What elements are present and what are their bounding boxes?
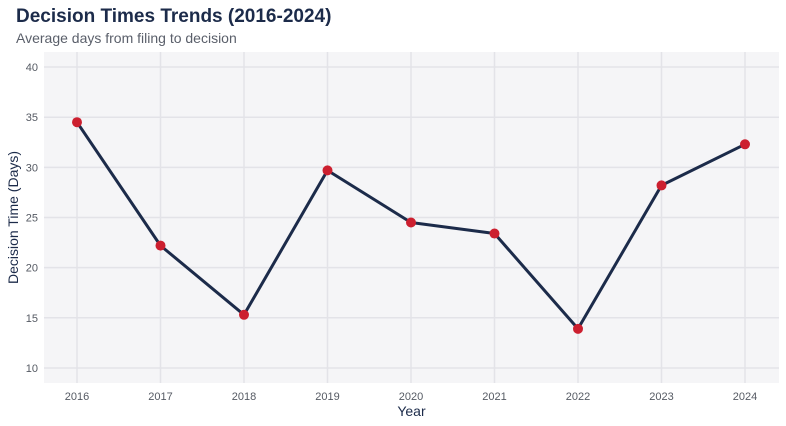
data-point (656, 180, 667, 191)
data-point (322, 165, 333, 176)
data-point (155, 240, 166, 251)
x-tick-label: 2018 (232, 391, 256, 403)
chart-subtitle: Average days from filing to decision (16, 30, 237, 46)
x-tick-label: 2016 (65, 391, 89, 403)
x-tick-label: 2024 (733, 391, 757, 403)
data-points (72, 117, 750, 334)
y-tick-label: 40 (26, 62, 38, 74)
x-tick-labels: 2016 2017 2018 2019 2020 2021 2022 2023 2024 (65, 391, 757, 403)
gridlines (44, 52, 779, 383)
data-point (489, 228, 500, 239)
x-tick-label: 2017 (148, 391, 172, 403)
y-axis-title: Decision Time (Days) (5, 151, 21, 284)
data-point (740, 139, 750, 150)
y-tick-label: 15 (26, 313, 38, 325)
data-point (573, 323, 583, 334)
x-tick-label: 2023 (649, 391, 673, 403)
x-tick-label: 2021 (482, 391, 506, 403)
y-tick-labels: 10 15 20 25 30 35 40 (26, 62, 38, 375)
y-tick-label: 20 (26, 263, 38, 275)
y-tick-label: 35 (26, 112, 38, 124)
x-tick-label: 2020 (399, 391, 423, 403)
y-tick-label: 10 (26, 363, 38, 375)
chart-title: Decision Times Trends (2016-2024) (16, 6, 332, 27)
x-tick-label: 2022 (566, 391, 590, 403)
x-tick-label: 2019 (315, 391, 339, 403)
data-point (239, 309, 249, 320)
y-tick-label: 25 (26, 213, 38, 225)
x-axis-title: Year (397, 403, 426, 419)
data-point (406, 217, 416, 228)
data-point (72, 117, 82, 128)
y-tick-label: 30 (26, 162, 38, 174)
